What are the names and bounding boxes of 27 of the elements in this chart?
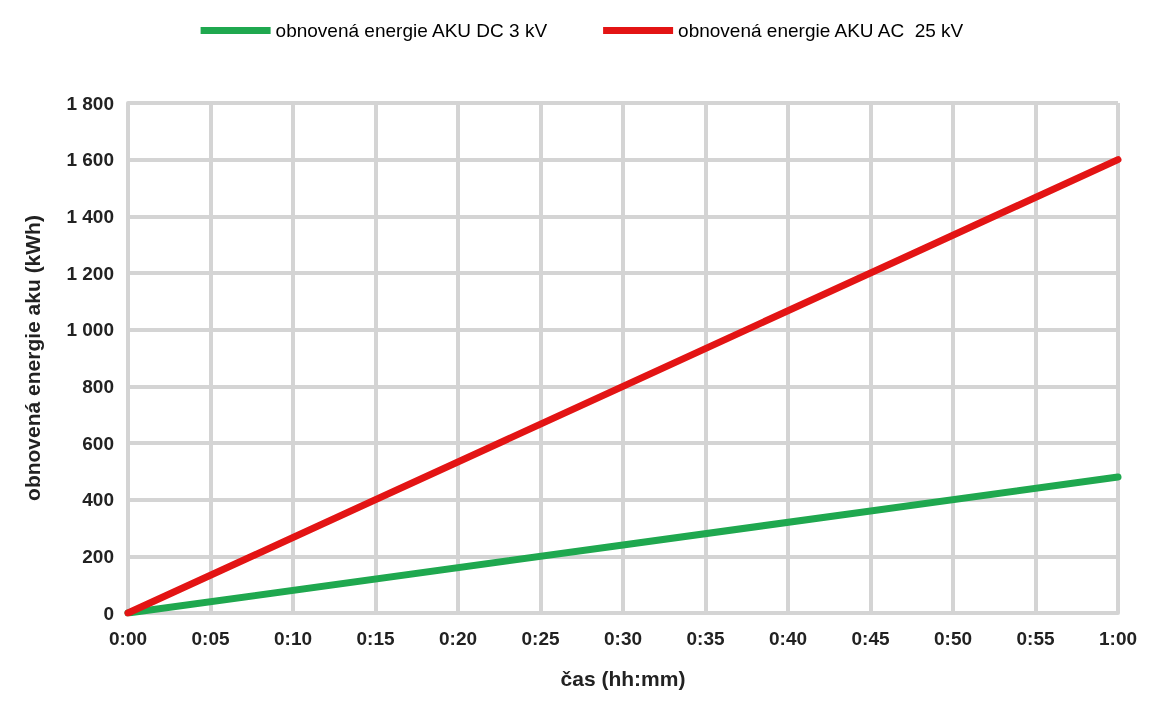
- x-tick-label: 0:20: [438, 628, 478, 649]
- x-tick-label: 0:55: [1016, 628, 1055, 649]
- x-tick-label: 0:10: [273, 628, 313, 649]
- x-tick-label: 0:00: [108, 628, 148, 649]
- x-tick-label: 0:35: [686, 628, 725, 649]
- x-tick-label: 0:25: [521, 628, 560, 649]
- x-tick-label: 0:40: [768, 628, 808, 649]
- legend-label: obnovená energie AKU DC 3 kV: [275, 20, 548, 41]
- y-tick-label: 1 600: [66, 149, 114, 171]
- y-tick-label: 800: [82, 375, 114, 397]
- x-axis-title: čas (hh:mm): [560, 667, 686, 690]
- y-tick-label: 600: [82, 432, 114, 454]
- legend-label: obnovená energie AKU AC 25 kV: [678, 20, 964, 41]
- x-tick-label: 0:15: [356, 628, 395, 649]
- y-tick-label: 1 800: [66, 92, 114, 114]
- y-tick-label: 200: [82, 545, 114, 567]
- y-tick-label: 1 400: [66, 205, 114, 227]
- y-tick-label: 1 000: [66, 319, 114, 341]
- y-axis-title: obnovená energie aku (kWh): [21, 215, 44, 501]
- x-tick-label: 1:00: [1098, 628, 1138, 649]
- x-tick-label: 0:05: [191, 628, 230, 649]
- y-tick-label: 1 200: [66, 262, 114, 284]
- y-tick-label: 0: [103, 602, 114, 624]
- x-tick-label: 0:45: [851, 628, 890, 649]
- x-tick-label: 0:30: [603, 628, 643, 649]
- y-tick-label: 400: [82, 489, 114, 511]
- x-tick-label: 0:50: [933, 628, 973, 649]
